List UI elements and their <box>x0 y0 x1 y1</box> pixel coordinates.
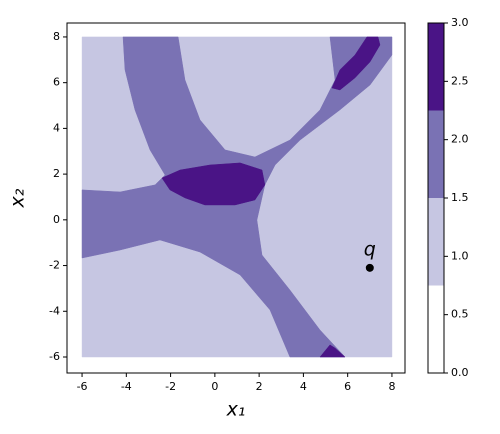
y-tick-label: -4 <box>49 304 60 317</box>
y-tick-label: 6 <box>53 76 60 89</box>
y-tick-label: 0 <box>53 213 60 226</box>
x-tick-label: -2 <box>165 380 176 393</box>
colorbar-tick-label: 2.0 <box>451 133 469 146</box>
y-axis-label: x₂ <box>7 188 29 208</box>
x-tick-label: 4 <box>300 380 307 393</box>
colorbar-tick-label: 1.0 <box>451 249 469 262</box>
x-tick-label: 0 <box>211 380 218 393</box>
x-axis-label: x₁ <box>226 399 246 421</box>
filled-region <box>161 162 266 206</box>
colorbar-band <box>428 285 444 373</box>
y-tick-label: 8 <box>53 30 60 43</box>
x-tick-label: 2 <box>256 380 263 393</box>
plot-area <box>81 36 393 358</box>
filled-region <box>331 36 381 91</box>
y-tick-label: -2 <box>49 259 60 272</box>
x-tick-label: 6 <box>344 380 351 393</box>
x-tick-label: 8 <box>388 380 395 393</box>
colorbar-tick-label: 3.0 <box>451 16 469 29</box>
x-tick-label: -6 <box>77 380 88 393</box>
y-tick-label: 2 <box>53 167 60 180</box>
y-tick-label: 4 <box>53 121 60 134</box>
point <box>365 263 374 272</box>
point-label: q <box>364 238 376 260</box>
axes-frame <box>66 22 406 374</box>
colorbar-tick-label: 2.5 <box>451 74 469 87</box>
filled-region <box>319 344 346 358</box>
x-tick-label: -4 <box>121 380 132 393</box>
colorbar-band <box>428 198 444 286</box>
colorbar-tick-label: 1.5 <box>451 191 469 204</box>
colorbar-tick-label: 0.5 <box>451 308 469 321</box>
colorbar-band <box>428 23 444 111</box>
y-tick-label: -6 <box>49 350 60 363</box>
colorbar-tick-label: 0.0 <box>451 366 469 379</box>
colorbar-band <box>428 110 444 198</box>
